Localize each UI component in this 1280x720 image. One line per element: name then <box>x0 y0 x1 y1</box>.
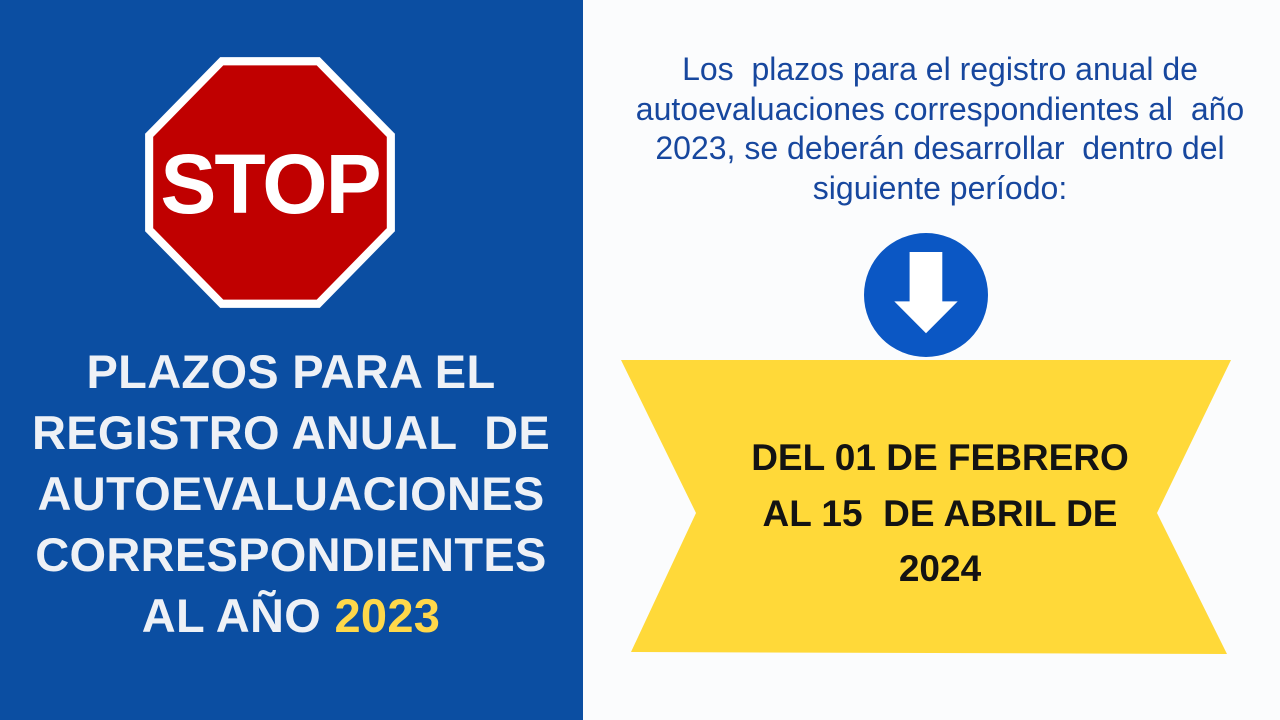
svg-text:STOP: STOP <box>160 137 379 231</box>
